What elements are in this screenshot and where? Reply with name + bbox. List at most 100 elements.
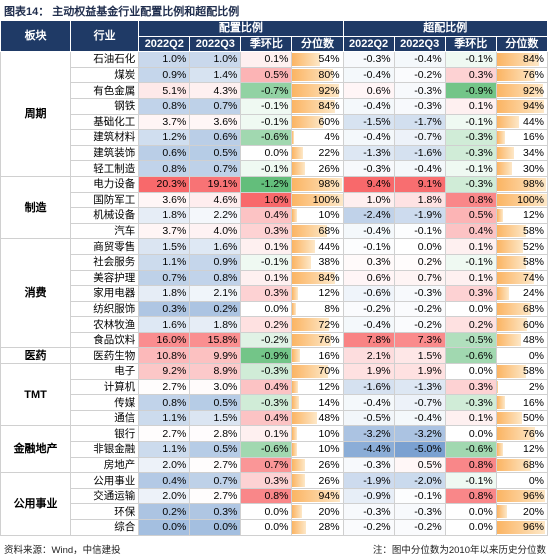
quantile-bar xyxy=(497,255,526,269)
value-text: 0.1% xyxy=(468,412,493,425)
value-text: 1.6% xyxy=(213,240,238,253)
value-text: 98% xyxy=(318,178,340,191)
value-cell: 20% xyxy=(495,503,549,520)
value-text: 0.3% xyxy=(213,505,238,518)
value-text: 0.6% xyxy=(366,84,391,97)
value-cell: 1.0% xyxy=(189,51,242,68)
value-cell: 58% xyxy=(495,253,549,271)
industry-cell: 美容护理 xyxy=(70,269,140,287)
value-text: 0.8% xyxy=(468,490,493,503)
value-text: 60% xyxy=(522,318,544,331)
quantile-bar xyxy=(292,302,297,316)
value-text: 30% xyxy=(522,162,544,175)
value-cell: -0.4% xyxy=(342,129,395,146)
value-text: 0.3% xyxy=(264,474,289,487)
header-cell: 季环比 xyxy=(444,35,497,53)
value-cell: 0.2% xyxy=(189,300,242,318)
value-cell: 58% xyxy=(495,363,549,380)
value-text: 2.7% xyxy=(162,380,187,393)
quantile-bar xyxy=(497,521,545,534)
value-text: 0.3% xyxy=(468,380,493,393)
value-text: -0.4% xyxy=(363,318,391,331)
value-cell: 84% xyxy=(291,97,344,115)
value-text: -0.2% xyxy=(363,521,391,534)
value-text: -0.1% xyxy=(465,53,493,66)
value-cell: -0.7% xyxy=(240,82,293,99)
industry-cell: 基础化工 xyxy=(70,113,140,131)
value-text: 4.0% xyxy=(213,225,238,238)
value-text: 70% xyxy=(318,365,340,378)
value-text: 68% xyxy=(318,225,340,238)
value-text: 4% xyxy=(324,131,340,144)
value-text: 16.0% xyxy=(156,334,187,347)
value-cell: 0.4% xyxy=(240,409,293,427)
value-text: 0.9% xyxy=(162,69,187,82)
value-text: 92% xyxy=(522,84,544,97)
value-text: 1.0% xyxy=(366,193,391,206)
value-cell: -0.6% xyxy=(342,285,395,302)
value-text: -0.6% xyxy=(261,131,289,144)
value-text: 2.0% xyxy=(162,490,187,503)
value-cell: 0.0% xyxy=(444,425,497,443)
value-cell: 0.2% xyxy=(444,316,497,333)
value-text: -1.5% xyxy=(363,115,391,128)
value-cell: 1.5% xyxy=(189,409,242,427)
value-cell: 0.1% xyxy=(240,425,293,443)
row: 通信 1.1% 1.5% 0.4% 48% -0.5% -0.4% 0.1% 50% xyxy=(1,409,549,427)
value-text: 20% xyxy=(522,505,544,518)
value-cell: 92% xyxy=(495,82,549,99)
value-text: 0.0% xyxy=(264,521,289,534)
header-cell: 分位数 xyxy=(495,35,549,53)
value-cell: 12% xyxy=(291,285,344,302)
value-cell: -0.4% xyxy=(342,222,395,240)
value-text: -0.2% xyxy=(414,302,442,315)
value-text: 0.5% xyxy=(417,458,442,471)
value-text: 1.0% xyxy=(213,53,238,66)
value-text: 74% xyxy=(522,271,544,284)
value-cell: 20.3% xyxy=(138,175,191,193)
value-text: 0.5% xyxy=(213,443,238,456)
value-cell: 0.0% xyxy=(393,238,446,255)
value-text: 0.2% xyxy=(213,302,238,315)
value-cell: 1.0% xyxy=(240,191,293,209)
row: 机械设备 1.8% 2.2% 0.4% 10% -2.4% -1.9% 0.5% 12% xyxy=(1,207,549,224)
value-text: -0.1% xyxy=(261,115,289,128)
value-text: 0.2% xyxy=(468,318,493,331)
quantile-bar xyxy=(497,318,527,331)
value-text: 1.8% xyxy=(162,287,187,300)
value-cell: 4.3% xyxy=(189,82,242,99)
value-text: 16% xyxy=(318,349,340,362)
value-cell: 0.1% xyxy=(444,409,497,427)
value-cell: 48% xyxy=(291,409,344,427)
value-cell: 84% xyxy=(291,269,344,287)
value-cell: 9.1% xyxy=(393,175,446,193)
value-cell: 1.1% xyxy=(138,409,191,427)
value-text: 24% xyxy=(522,287,544,300)
quantile-bar xyxy=(292,318,329,331)
industry-cell: 有色金属 xyxy=(70,82,140,99)
value-text: 68% xyxy=(522,458,544,471)
industry-cell: 非银金融 xyxy=(70,441,140,458)
value-text: 10.8% xyxy=(156,349,187,362)
industry-cell: 商贸零售 xyxy=(70,238,140,255)
value-cell: -2.4% xyxy=(342,207,395,224)
header-cell: 行业 xyxy=(70,19,140,53)
value-text: 2.7% xyxy=(162,427,187,440)
value-cell: 0.9% xyxy=(189,253,242,271)
value-text: 0.0% xyxy=(468,505,493,518)
value-text: 0% xyxy=(528,349,544,362)
quantile-bar xyxy=(497,177,546,191)
value-cell: -0.3% xyxy=(393,82,446,99)
value-cell: 38% xyxy=(291,253,344,271)
value-text: 1.0% xyxy=(264,193,289,206)
value-cell: -0.1% xyxy=(444,113,497,131)
quantile-bar xyxy=(292,68,333,82)
quantile-bar xyxy=(497,333,521,347)
value-text: 1.8% xyxy=(213,318,238,331)
value-cell: 0.1% xyxy=(444,97,497,115)
value-cell: -1.3% xyxy=(342,144,395,162)
value-cell: 14% xyxy=(291,394,344,411)
value-text: 1.6% xyxy=(162,318,187,331)
value-text: 1.8% xyxy=(417,193,442,206)
value-text: 84% xyxy=(522,53,544,66)
